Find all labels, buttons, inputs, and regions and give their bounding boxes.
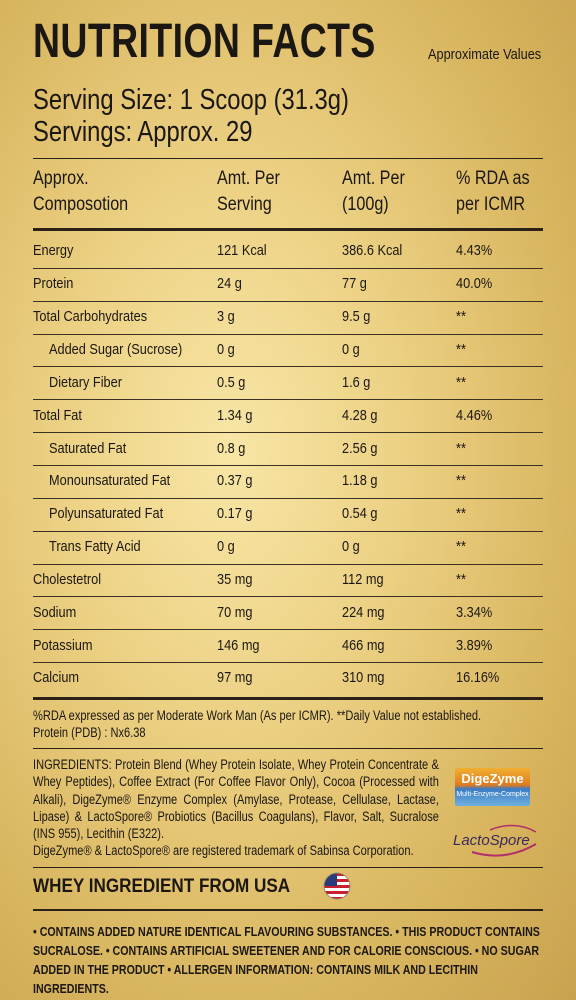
- ingredients: INGREDIENTS: Protein Blend (Whey Protein…: [33, 757, 439, 842]
- digezyme-logo: DigeZyme Multi-Enzyme-Complex: [455, 768, 530, 806]
- row-divider: [33, 464, 543, 466]
- row-value: 310 mg: [342, 669, 385, 687]
- rule: [33, 909, 543, 911]
- rule: [33, 748, 543, 749]
- row-value: 146 mg: [217, 636, 260, 654]
- row-value: 3 g: [217, 308, 235, 326]
- row-value: 0.54 g: [342, 505, 378, 523]
- row-divider: [33, 300, 543, 302]
- row-label: Polyunsaturated Fat: [49, 505, 164, 523]
- row-value: 0 g: [217, 340, 235, 358]
- row-value: 9.5 g: [342, 308, 371, 326]
- row-divider: [33, 333, 543, 335]
- row-label: Sodium: [33, 603, 77, 621]
- logo-text: DigeZyme: [461, 771, 524, 786]
- row-value: **: [456, 373, 466, 391]
- rule: [33, 867, 543, 868]
- lactospore-logo: LactoSpore: [453, 832, 530, 849]
- row-divider: [33, 432, 543, 434]
- row-value: **: [456, 308, 466, 326]
- row-value: 16.16%: [456, 669, 500, 687]
- row-label: Energy: [33, 242, 74, 260]
- servings: Servings: Approx. 29: [33, 116, 253, 148]
- footnote-line: %RDA expressed as per Moderate Work Man …: [33, 708, 482, 723]
- row-label: Saturated Fat: [49, 439, 127, 457]
- row-label: Protein: [33, 275, 74, 293]
- column-header: % RDA as per ICMR: [456, 168, 530, 215]
- row-divider: [33, 563, 543, 565]
- row-value: 24 g: [217, 275, 242, 293]
- row-label: Potassium: [33, 636, 93, 654]
- column-header: Amt. Per (100g): [342, 168, 405, 215]
- row-divider: [33, 399, 543, 401]
- row-value: 0.8 g: [217, 439, 246, 457]
- row-label: Trans Fatty Acid: [49, 538, 141, 556]
- row-divider: [33, 497, 543, 499]
- row-value: 0.5 g: [217, 373, 246, 391]
- origin: WHEY INGREDIENT FROM USA: [33, 876, 291, 897]
- rule-thick: [33, 697, 543, 700]
- row-value: 0.37 g: [217, 472, 253, 490]
- row-label: Total Carbohydrates: [33, 308, 148, 326]
- trademark: DigeZyme® & LactoSpore® are registered t…: [33, 843, 414, 858]
- row-value: 70 mg: [217, 603, 253, 621]
- logo-sub: Multi-Enzyme-Complex: [456, 791, 529, 798]
- rule: [33, 158, 543, 159]
- row-value: 3.89%: [456, 636, 493, 654]
- row-value: 2.56 g: [342, 439, 378, 457]
- logo-swoosh: [471, 824, 537, 857]
- us-flag: [323, 872, 351, 900]
- row-divider: [33, 596, 543, 598]
- row-value: 0 g: [342, 340, 360, 358]
- row-label: Total Fat: [33, 406, 82, 424]
- title: NUTRITION FACTS: [33, 15, 376, 68]
- footnote: %RDA expressed as per Moderate Work Man …: [33, 707, 481, 741]
- row-value: 1.18 g: [342, 472, 378, 490]
- row-value: 77 g: [342, 275, 367, 293]
- row-divider: [33, 366, 543, 368]
- serving-size: Serving Size: 1 Scoop (31.3g): [33, 84, 349, 116]
- row-value: **: [456, 505, 466, 523]
- row-value: 35 mg: [217, 570, 253, 588]
- row-value: 0 g: [217, 538, 235, 556]
- row-label: Calcium: [33, 669, 80, 687]
- row-value: **: [456, 570, 466, 588]
- row-value: 4.46%: [456, 406, 493, 424]
- footnote-line: Protein (PDB) : Nx6.38: [33, 725, 146, 740]
- rule-thick: [33, 228, 543, 231]
- row-value: **: [456, 538, 466, 556]
- row-value: 97 mg: [217, 669, 253, 687]
- row-value: 1.34 g: [217, 406, 253, 424]
- row-divider: [33, 662, 543, 664]
- note: Approximate Values: [428, 46, 542, 63]
- row-value: 121 Kcal: [217, 242, 267, 260]
- column-header: Amt. Per Serving: [217, 168, 280, 215]
- row-divider: [33, 629, 543, 631]
- row-value: 0.17 g: [217, 505, 253, 523]
- row-label: Cholestetrol: [33, 570, 102, 588]
- column-header: Approx. Composotion: [33, 168, 129, 215]
- row-value: 112 mg: [342, 570, 384, 588]
- warnings: • CONTAINS ADDED NATURE IDENTICAL FLAVOU…: [33, 924, 540, 996]
- row-label: Dietary Fiber: [49, 373, 122, 391]
- row-value: 386.6 Kcal: [342, 242, 403, 260]
- row-value: 224 mg: [342, 603, 385, 621]
- row-value: 4.43%: [456, 242, 493, 260]
- row-value: 3.34%: [456, 603, 493, 621]
- row-value: **: [456, 439, 466, 457]
- row-label: Added Sugar (Sucrose): [49, 340, 183, 358]
- row-value: **: [456, 472, 466, 490]
- row-value: 4.28 g: [342, 406, 378, 424]
- row-value: 1.6 g: [342, 373, 371, 391]
- row-divider: [33, 267, 543, 269]
- row-value: 40.0%: [456, 275, 493, 293]
- row-value: 466 mg: [342, 636, 385, 654]
- row-value: 0 g: [342, 538, 360, 556]
- row-label: Monounsaturated Fat: [49, 472, 171, 490]
- row-divider: [33, 530, 543, 532]
- row-value: **: [456, 340, 466, 358]
